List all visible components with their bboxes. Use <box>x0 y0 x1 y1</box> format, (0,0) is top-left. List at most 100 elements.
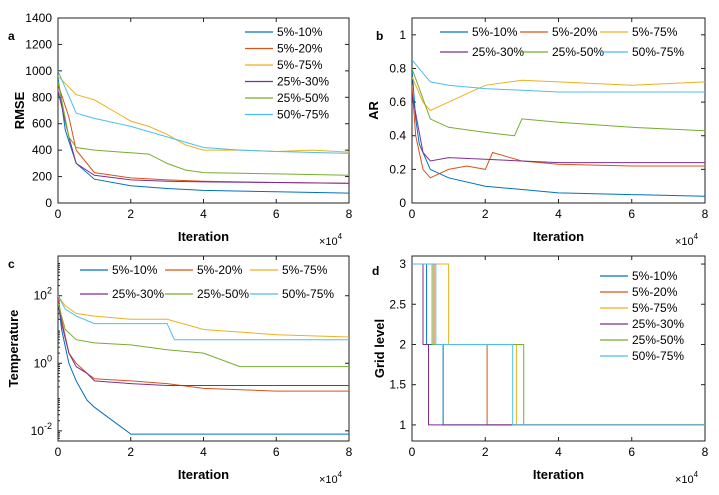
legend-item: 50%-75% <box>600 349 684 363</box>
x-tick-label: 6 <box>273 207 280 221</box>
y-tick-label: 0.8 <box>389 61 406 75</box>
legend: 5%-10% 5%-20% 5%-75% 25%-30% 25%-50% 50%-75% <box>80 263 334 301</box>
y-tick-label: 800 <box>32 90 52 104</box>
legend-item: 25%-30% <box>80 287 164 301</box>
y-tick-label: 1.5 <box>389 378 406 392</box>
x-tick-label: 4 <box>555 207 562 221</box>
legend-label: 5%-75% <box>282 263 328 277</box>
y-tick-label: 1 <box>399 28 406 42</box>
series-line-5%-20% <box>412 85 705 179</box>
legend-item: 25%-50% <box>165 287 249 301</box>
series-line-5%-10% <box>58 298 349 435</box>
x-axis-label: Iteration <box>178 229 229 244</box>
legend-item: 50%-75% <box>245 108 329 122</box>
x-tick-label: 6 <box>628 207 635 221</box>
legend-label: 50%-75% <box>632 45 684 59</box>
x-multiplier: ×104 <box>319 470 343 486</box>
x-tick-label: 0 <box>409 207 416 221</box>
x-tick-label: 8 <box>346 445 353 459</box>
y-tick-label: 2.5 <box>389 297 406 311</box>
x-tick-label: 0 <box>55 207 62 221</box>
legend-item: 5%-75% <box>600 301 678 315</box>
x-tick-label: 6 <box>628 445 635 459</box>
legend-label: 5%-75% <box>632 25 678 39</box>
x-multiplier: ×104 <box>319 232 343 248</box>
legend: 5%-10% 5%-20% 5%-75% 25%-30% 25%-50% 50%-75% <box>245 25 329 122</box>
panel-label: c <box>8 257 15 271</box>
legend-label: 50%-75% <box>277 108 329 122</box>
panel-b: 0 2 4 6 8 0 0.2 0.4 0.6 0.8 1 Iteration AR ×104 b 5%-10… <box>366 17 709 248</box>
series-line-25%-50% <box>412 68 705 137</box>
legend-label: 5%-10% <box>112 263 158 277</box>
y-tick-label: 0.6 <box>389 95 406 109</box>
y-tick-label: 2 <box>399 337 406 351</box>
series-line-25%-50% <box>58 303 349 368</box>
y-tick-label: 100 <box>34 353 52 370</box>
legend-label: 25%-50% <box>552 45 604 59</box>
x-tick-label: 2 <box>127 445 134 459</box>
y-tick-label: 10-2 <box>31 421 52 438</box>
legend-item: 50%-75% <box>250 287 334 301</box>
legend-label: 25%-50% <box>277 91 329 105</box>
series-line-25%-30% <box>412 93 705 164</box>
legend: 5%-10% 5%-20% 5%-75% 25%-30% 25%-50% 50%-75% <box>600 269 684 363</box>
legend-label: 5%-20% <box>277 42 323 56</box>
x-tick-label: 0 <box>55 445 62 459</box>
legend-label: 25%-30% <box>632 317 684 331</box>
y-axis-label: Grid level <box>372 319 387 378</box>
legend: 5%-10% 5%-20% 5%-75% 25%-30% 25%-50% 50%-75% <box>440 25 684 59</box>
legend-label: 5%-20% <box>552 25 598 39</box>
legend-item: 5%-10% <box>440 25 518 39</box>
legend-item: 5%-75% <box>250 263 328 277</box>
legend-item: 5%-20% <box>245 42 323 56</box>
x-tick-label: 6 <box>273 445 280 459</box>
y-tick-label: 0.2 <box>389 162 406 176</box>
legend-label: 5%-20% <box>197 263 243 277</box>
series-group <box>58 295 349 435</box>
legend-label: 25%-50% <box>632 333 684 347</box>
legend-item: 25%-50% <box>520 45 604 59</box>
series-line-50%-75% <box>412 263 705 426</box>
legend-label: 5%-10% <box>277 25 323 39</box>
x-tick-label: 2 <box>482 445 489 459</box>
plot-area-frame <box>411 17 706 204</box>
series-line-5%-75% <box>58 295 349 338</box>
panel-a: 0 2 4 6 8 0 200 400 600 800 1000 1200 1400 Iteration R… <box>8 11 353 248</box>
series-group <box>412 263 705 426</box>
panel-d: 0 2 4 6 8 1 1.5 2 2.5 3 Iteration Grid level ×104 d 5%… <box>372 255 709 486</box>
legend-label: 5%-75% <box>277 58 323 72</box>
x-tick-label: 4 <box>200 207 207 221</box>
legend-label: 5%-10% <box>632 269 678 283</box>
legend-label: 25%-50% <box>197 287 249 301</box>
y-tick-label: 3 <box>399 257 406 271</box>
legend-label: 5%-10% <box>472 25 518 39</box>
x-tick-label: 8 <box>702 207 709 221</box>
y-tick-label: 1 <box>399 418 406 432</box>
legend-item: 25%-50% <box>245 91 329 105</box>
y-tick-label: 1200 <box>25 37 52 51</box>
x-axis-label: Iteration <box>533 467 584 482</box>
legend-label: 25%-30% <box>112 287 164 301</box>
y-tick-label: 200 <box>32 170 52 184</box>
x-multiplier: ×104 <box>675 232 699 248</box>
x-tick-label: 2 <box>482 207 489 221</box>
legend-item: 5%-10% <box>600 269 678 283</box>
legend-label: 25%-30% <box>277 75 329 89</box>
series-line-25%-50% <box>58 81 349 176</box>
x-tick-label: 8 <box>702 445 709 459</box>
y-tick-label: 0 <box>399 196 406 210</box>
x-tick-label: 4 <box>200 445 207 459</box>
y-axis-label: Temperature <box>6 310 21 388</box>
series-group <box>58 70 349 194</box>
legend-label: 25%-30% <box>472 45 524 59</box>
x-multiplier: ×104 <box>675 470 699 486</box>
x-axis-label: Iteration <box>178 467 229 482</box>
legend-item: 25%-50% <box>600 333 684 347</box>
plot-area-frame <box>57 255 350 442</box>
series-line-5%-10% <box>58 77 349 194</box>
series-line-5%-75% <box>412 76 705 112</box>
y-tick-label: 400 <box>32 143 52 157</box>
legend-item: 25%-30% <box>245 75 329 89</box>
legend-item: 5%-20% <box>165 263 243 277</box>
